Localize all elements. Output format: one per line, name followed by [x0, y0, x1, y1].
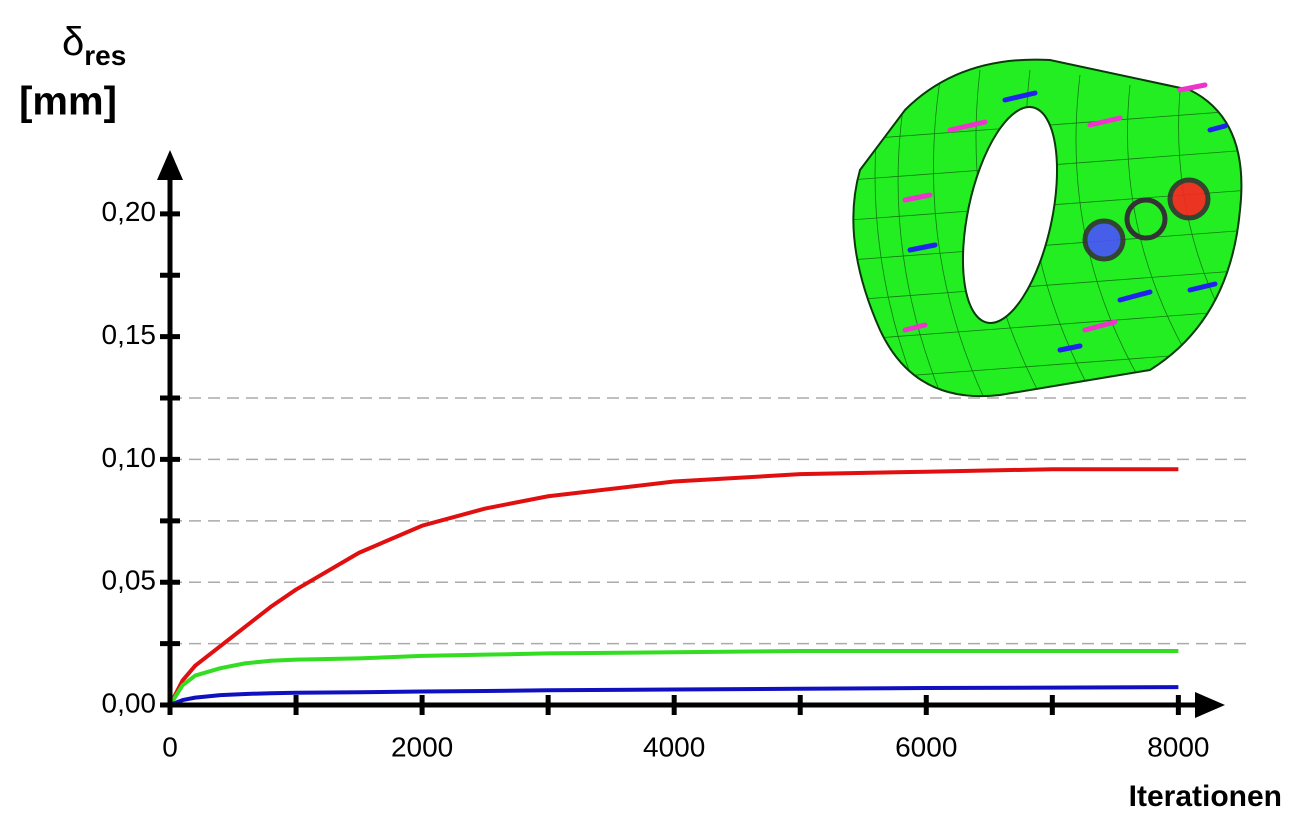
- y-axis-symbol: δ: [62, 20, 84, 64]
- x-tick-label: 8000: [1147, 731, 1209, 762]
- chart: 0,00 0,05 0,10 0,15 0,20 0 2000 4000 6000 8000 δr…: [0, 0, 1298, 817]
- x-tick-label: 0: [162, 731, 178, 762]
- y-tick-label: 0,10: [102, 442, 157, 473]
- x-tick-label: 2000: [391, 731, 453, 762]
- y-axis-arrow: [157, 150, 183, 180]
- y-tick-label: 0,00: [102, 687, 157, 718]
- y-tick-label: 0,05: [102, 565, 157, 596]
- y-tick-label: 0,15: [102, 319, 157, 350]
- y-tick-label: 0,20: [102, 196, 157, 227]
- y-axis-symbol: δres: [62, 20, 126, 72]
- x-axis-arrow: [1195, 692, 1225, 718]
- x-tick-label: 6000: [895, 731, 957, 762]
- y-axis-unit: [mm]: [19, 80, 117, 124]
- x-axis-label: Iterationen: [1129, 780, 1282, 813]
- cylinder-illustration: [850, 60, 1250, 405]
- y-axis-subscript: res: [84, 40, 126, 71]
- data-line: [170, 469, 1178, 705]
- x-tick-label: 4000: [643, 731, 705, 762]
